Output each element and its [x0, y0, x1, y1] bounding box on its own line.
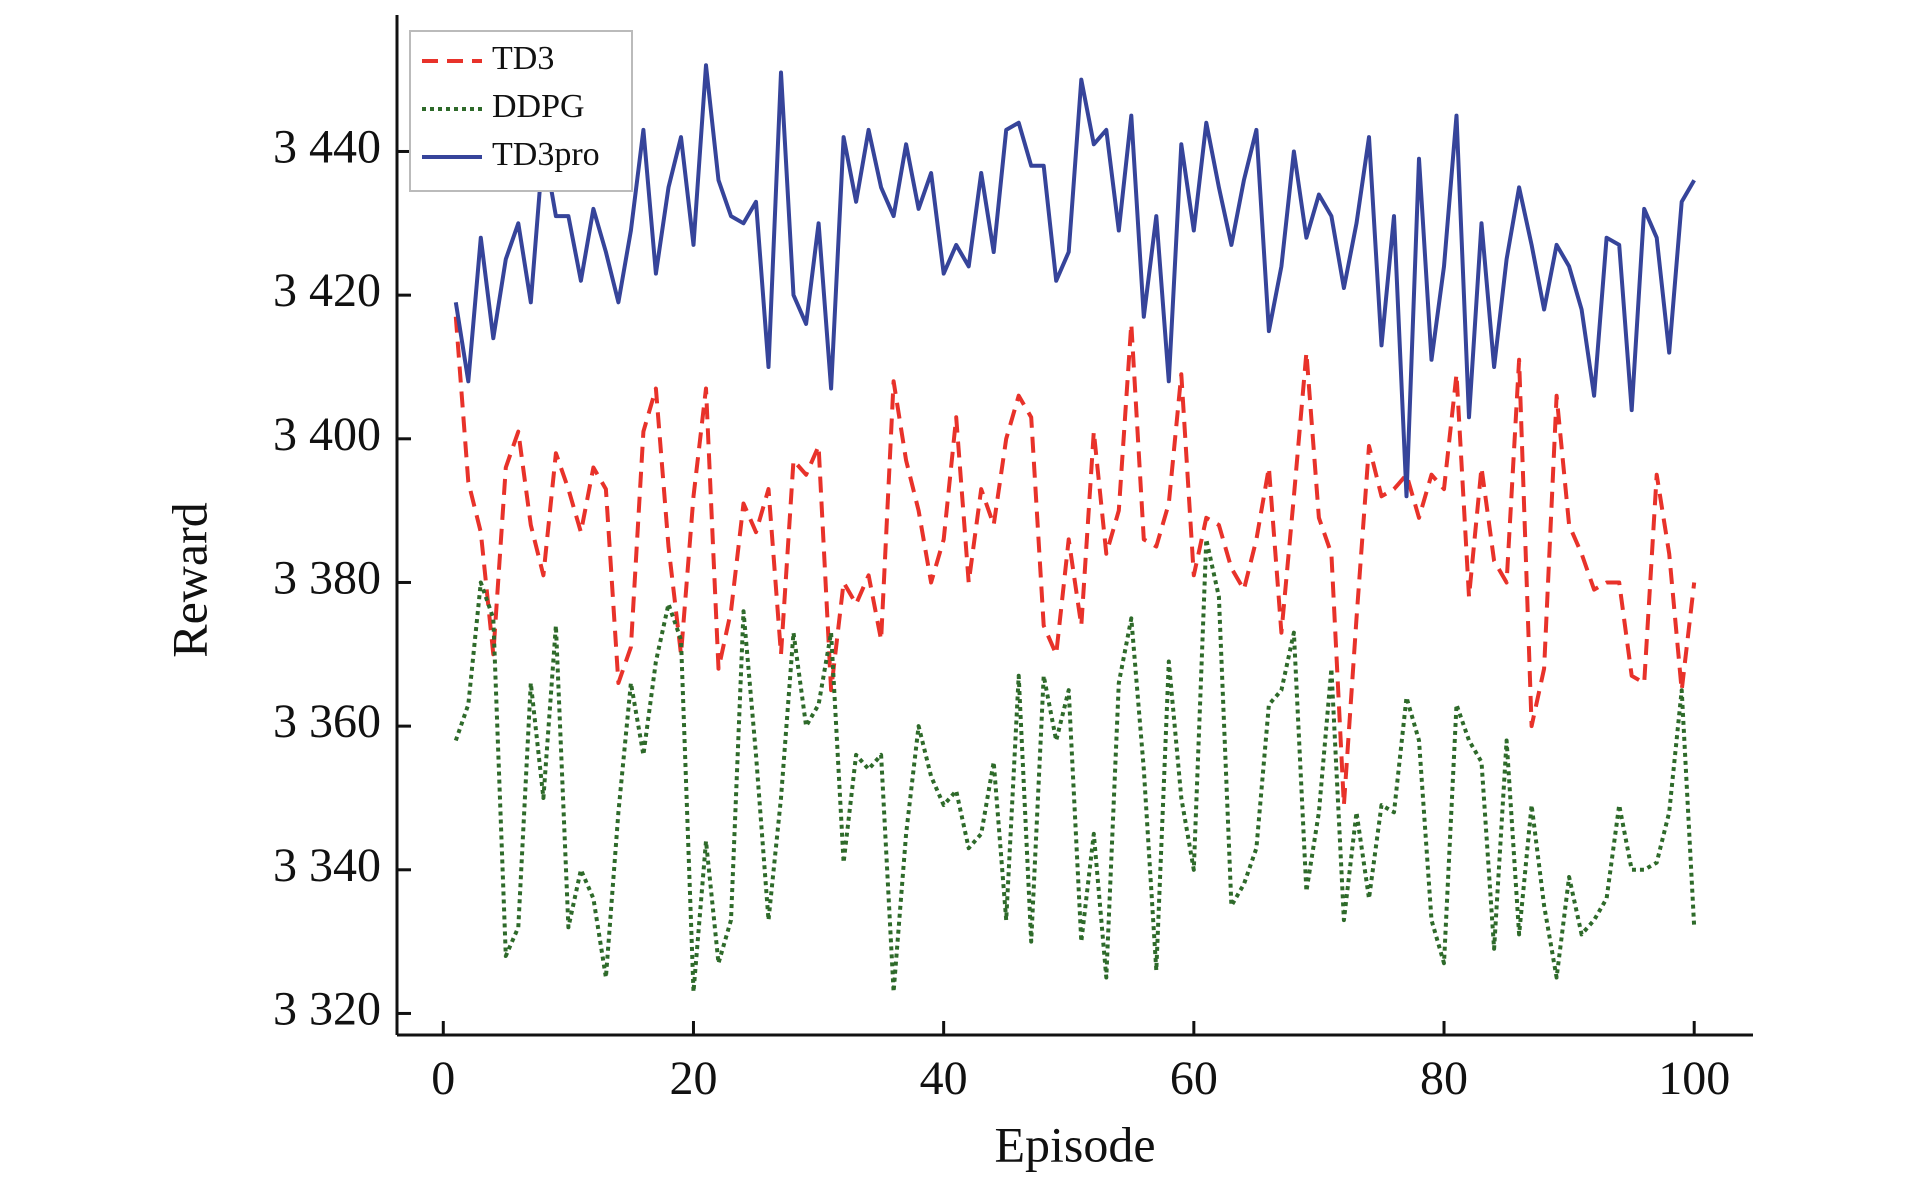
x-tick-label: 60: [1170, 1052, 1218, 1105]
y-tick-label: 3 360: [273, 695, 381, 748]
series-line: [453, 316, 1697, 808]
x-tick-label: 80: [1420, 1052, 1468, 1105]
y-tick-label: 3 380: [273, 551, 381, 604]
y-tick-label: 3 420: [273, 264, 381, 317]
series-line: [453, 63, 1696, 499]
x-tick-label: 0: [431, 1052, 455, 1105]
y-tick-label: 3 320: [273, 982, 381, 1035]
legend-label: TD3: [492, 40, 554, 77]
y-axis-label: Reward: [161, 502, 217, 658]
legend-label: DDPG: [492, 88, 585, 125]
series-line: [453, 537, 1697, 994]
x-axis-label: Episode: [994, 1116, 1155, 1172]
x-tick-label: 100: [1658, 1052, 1730, 1105]
y-tick-label: 3 440: [273, 120, 381, 173]
x-tick-label: 20: [669, 1052, 717, 1105]
legend-label: TD3pro: [492, 136, 600, 173]
x-tick-label: 40: [920, 1052, 968, 1105]
y-tick-label: 3 340: [273, 839, 381, 892]
y-tick-label: 3 400: [273, 408, 381, 461]
